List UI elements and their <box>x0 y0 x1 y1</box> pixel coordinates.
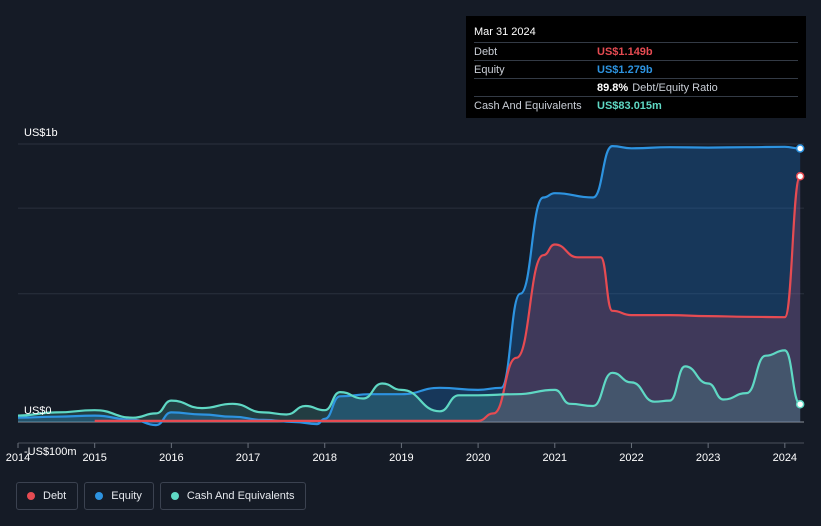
x-tick-2021: 2021 <box>543 452 567 464</box>
tooltip-row-ratio: 89.8% Debt/Equity Ratio <box>474 78 798 96</box>
legend-item-cash[interactable]: Cash And Equivalents <box>159 482 307 510</box>
legend-cash-label: Cash And Equivalents <box>186 490 295 502</box>
series-areas <box>18 146 801 426</box>
tooltip-row-debt: Debt US$1.149b <box>474 42 798 60</box>
debt-dot-icon <box>27 492 35 500</box>
x-tick-2016: 2016 <box>159 452 183 464</box>
legend-equity-label: Equity <box>111 490 142 502</box>
x-tick-2023: 2023 <box>696 452 720 464</box>
x-axis-ticks: 2014 2015 2016 2017 2018 2019 2020 2021 2022 2023… <box>6 443 797 464</box>
debt-area <box>94 176 801 422</box>
series-lines <box>17 145 802 427</box>
tooltip-ratio-value: 89.8% <box>597 81 629 94</box>
cash-and-equivalents-area <box>18 350 801 422</box>
tooltip-debt-value: US$1.149b <box>597 45 653 58</box>
tooltip-ratio-caption: Debt/Equity Ratio <box>632 81 718 94</box>
x-tick-2019: 2019 <box>389 452 413 464</box>
chart-legend: Debt Equity Cash And Equivalents <box>16 482 307 510</box>
legend-item-equity[interactable]: Equity <box>84 482 154 510</box>
tooltip-row-equity: Equity US$1.279b <box>474 60 798 78</box>
cash-and-equivalents-line <box>17 349 802 419</box>
equity-dot-icon <box>95 492 104 500</box>
x-tick-2015: 2015 <box>82 452 106 464</box>
equity-end-marker <box>795 144 805 153</box>
debt-end-marker <box>795 172 805 181</box>
tooltip-cash-label: Cash And Equivalents <box>474 99 582 112</box>
tooltip-row-cash: Cash And Equivalents US$83.015m <box>474 96 798 114</box>
tooltip-equity-value: US$1.279b <box>597 63 653 76</box>
tooltip-cash-value: US$83.015m <box>597 99 662 112</box>
debt-line <box>94 175 802 423</box>
tooltip-panel: Mar 31 2024 Debt US$1.149b Equity US$1.2… <box>466 16 806 118</box>
legend-debt-label: Debt <box>43 490 67 502</box>
equity-line <box>17 145 801 427</box>
x-tick-2017: 2017 <box>236 452 260 464</box>
y-label-us-1b: US$1b <box>24 127 58 139</box>
x-tick-2022: 2022 <box>619 452 643 464</box>
cash-dot-icon <box>170 492 179 500</box>
y-label--us-100m: -US$100m <box>24 446 77 458</box>
series-end-markers <box>795 144 805 409</box>
tooltip-equity-label: Equity <box>474 63 505 76</box>
y-axis-labels: US$1b US$0 -US$100m <box>24 127 77 458</box>
cash-and-equivalents-end-marker <box>795 400 805 409</box>
tooltip-debt-label: Debt <box>474 45 498 58</box>
equity-area <box>18 146 801 426</box>
x-tick-2014: 2014 <box>6 452 30 464</box>
x-tick-2018: 2018 <box>312 452 336 464</box>
legend-item-debt[interactable]: Debt <box>16 482 79 510</box>
x-tick-2020: 2020 <box>466 452 490 464</box>
x-tick-2024: 2024 <box>773 452 797 464</box>
tooltip-date: Mar 31 2024 <box>474 26 536 38</box>
y-label-us-0: US$0 <box>24 405 52 417</box>
